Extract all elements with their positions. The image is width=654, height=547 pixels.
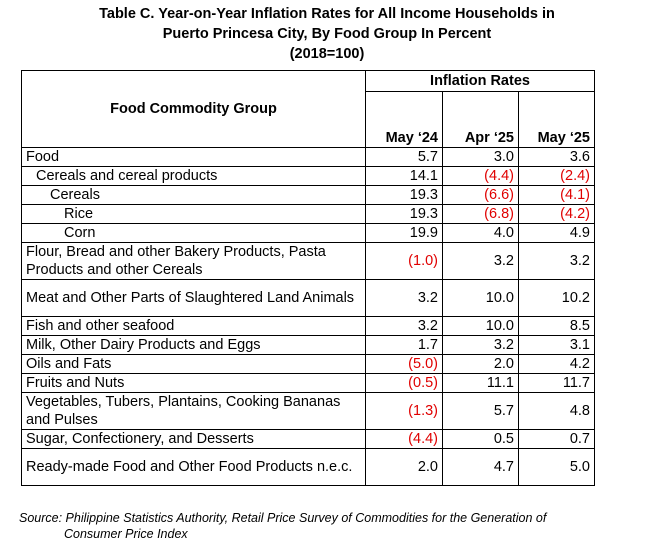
row-value: (4.2): [518, 204, 595, 224]
title-line-2: Puerto Princesa City, By Food Group In P…: [162, 26, 492, 42]
table-row: Cereals and cereal products 14.1 (4.4) (2.4…: [21, 166, 595, 186]
row-value: 5.0: [518, 448, 595, 486]
row-value: (4.4): [365, 429, 443, 449]
row-value: 10.2: [518, 279, 595, 317]
row-value: (5.0): [365, 354, 443, 374]
row-value: 10.0: [442, 279, 519, 317]
row-label: Flour, Bread and other Bakery Products, …: [21, 242, 366, 280]
table-row: Meat and Other Parts of Slaughtered Land…: [21, 279, 595, 317]
row-label: Cereals and cereal products: [21, 166, 366, 186]
row-value: 0.7: [518, 429, 595, 449]
title-line-1: Table C. Year-on-Year Inflation Rates fo…: [99, 6, 555, 22]
table-title: Table C. Year-on-Year Inflation Rates fo…: [0, 4, 654, 64]
row-value: (1.0): [365, 242, 443, 280]
row-label: Rice: [21, 204, 366, 224]
row-label: Oils and Fats: [21, 354, 366, 374]
column-header-may-25: May ‘25: [518, 91, 595, 148]
table-row: Vegetables, Tubers, Plantains, Cooking B…: [21, 392, 595, 430]
row-label: Meat and Other Parts of Slaughtered Land…: [21, 279, 366, 317]
row-value: 10.0: [442, 316, 519, 336]
row-value: 3.1: [518, 335, 595, 355]
row-label: Food: [21, 147, 366, 167]
column-header-apr-25: Apr ‘25: [442, 91, 519, 148]
row-value: 19.3: [365, 185, 443, 205]
row-value: 3.2: [365, 316, 443, 336]
row-value: (6.6): [442, 185, 519, 205]
row-value: 1.7: [365, 335, 443, 355]
row-value: (4.4): [442, 166, 519, 186]
row-value: 4.8: [518, 392, 595, 430]
row-value: 4.9: [518, 223, 595, 243]
row-value: 4.2: [518, 354, 595, 374]
row-label: Fish and other seafood: [21, 316, 366, 336]
row-value: (0.5): [365, 373, 443, 393]
row-value: (1.3): [365, 392, 443, 430]
row-value: 19.3: [365, 204, 443, 224]
row-value: 2.0: [442, 354, 519, 374]
row-value: (2.4): [518, 166, 595, 186]
row-value: 3.2: [518, 242, 595, 280]
inflation-table: Food Commodity Group Inflation Rates May…: [21, 70, 595, 486]
row-label: Cereals: [21, 185, 366, 205]
row-value: 4.0: [442, 223, 519, 243]
inflation-rates-header: Inflation Rates: [365, 70, 595, 92]
table-row: Sugar, Confectionery, and Desserts (4.4) 0…: [21, 429, 595, 449]
food-commodity-group-header: Food Commodity Group: [21, 70, 366, 148]
row-label: Milk, Other Dairy Products and Eggs: [21, 335, 366, 355]
row-value: 3.6: [518, 147, 595, 167]
table-row: Oils and Fats (5.0) 2.0 4.2: [21, 354, 595, 374]
row-label: Corn: [21, 223, 366, 243]
row-value: 14.1: [365, 166, 443, 186]
row-value: 5.7: [442, 392, 519, 430]
table-row: Flour, Bread and other Bakery Products, …: [21, 242, 595, 280]
title-line-3: (2018=100): [289, 46, 365, 62]
row-value: 2.0: [365, 448, 443, 486]
table-row: Rice 19.3 (6.8) (4.2): [21, 204, 595, 224]
table-body: Food 5.7 3.0 3.6 Cereals and cereal products…: [21, 147, 595, 486]
source-note: Source: Philippine Statistics Authority,…: [19, 510, 546, 542]
row-value: 11.1: [442, 373, 519, 393]
table-row: Food 5.7 3.0 3.6: [21, 147, 595, 167]
row-value: 8.5: [518, 316, 595, 336]
row-label: Vegetables, Tubers, Plantains, Cooking B…: [21, 392, 366, 430]
table-row: Corn 19.9 4.0 4.9: [21, 223, 595, 243]
row-label: Ready-made Food and Other Food Products …: [21, 448, 366, 486]
source-line-1: Source: Philippine Statistics Authority,…: [19, 511, 547, 525]
table-row: Ready-made Food and Other Food Products …: [21, 448, 595, 486]
row-label: Sugar, Confectionery, and Desserts: [21, 429, 366, 449]
table-row: Fish and other seafood 3.2 10.0 8.5: [21, 316, 595, 336]
row-value: 3.0: [442, 147, 519, 167]
row-value: 0.5: [442, 429, 519, 449]
row-value: 11.7: [518, 373, 595, 393]
row-value: 5.7: [365, 147, 443, 167]
row-value: 3.2: [442, 335, 519, 355]
row-value: (4.1): [518, 185, 595, 205]
source-line-2: Consumer Price Index: [64, 527, 188, 541]
table-row: Cereals 19.3 (6.6) (4.1): [21, 185, 595, 205]
row-label: Fruits and Nuts: [21, 373, 366, 393]
table-row: Fruits and Nuts (0.5) 11.1 11.7: [21, 373, 595, 393]
row-value: 3.2: [365, 279, 443, 317]
row-value: 4.7: [442, 448, 519, 486]
table-row: Milk, Other Dairy Products and Eggs 1.7 3.…: [21, 335, 595, 355]
row-value: (6.8): [442, 204, 519, 224]
row-value: 19.9: [365, 223, 443, 243]
row-value: 3.2: [442, 242, 519, 280]
column-header-may-24: May ‘24: [365, 91, 443, 148]
